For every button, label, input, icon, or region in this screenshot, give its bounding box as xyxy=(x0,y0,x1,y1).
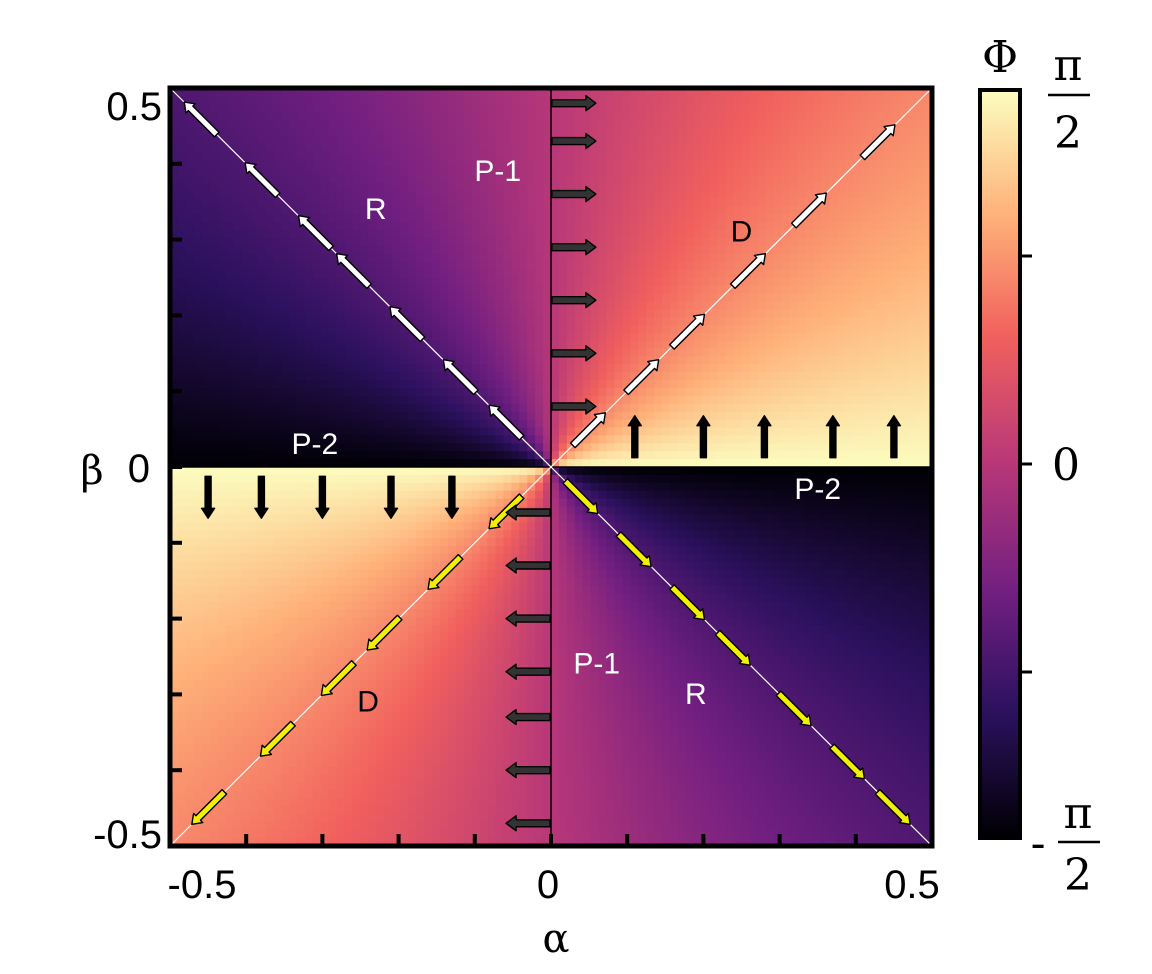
region-label: P-1 xyxy=(573,648,620,681)
flow-arrow xyxy=(183,101,220,138)
tick-labels: -0.5 0 0.5 0.5 0 -0.5 α β xyxy=(80,85,939,962)
flow-arrow xyxy=(442,359,479,396)
flow-arrow xyxy=(714,629,751,666)
flow-arrow xyxy=(505,610,551,627)
region-label: R xyxy=(685,678,707,711)
flow-arrow xyxy=(551,132,597,150)
flow-arrow xyxy=(551,94,597,112)
colorbar: Φ π 2 0 - π 2 xyxy=(978,32,1100,901)
flow-arrow xyxy=(790,192,828,229)
flow-arrow xyxy=(886,415,902,459)
region-label: D xyxy=(357,686,379,719)
flow-arrow xyxy=(200,475,216,519)
plot-frame xyxy=(167,85,935,849)
colorbar-title: Φ xyxy=(982,32,1018,83)
flow-arrow xyxy=(254,475,269,519)
x-tick-label-zero: 0 xyxy=(537,863,559,907)
flow-arrow xyxy=(825,415,841,459)
flow-arrow xyxy=(488,493,525,530)
colorbar-top-denominator: 2 xyxy=(1054,108,1082,159)
flow-arrow xyxy=(615,531,652,568)
colorbar-bottom-numerator: π xyxy=(1064,788,1093,839)
region-label: P-2 xyxy=(794,473,841,506)
flow-arrow xyxy=(505,504,551,521)
region-label: R xyxy=(365,193,387,226)
colorbar-middle-label: 0 xyxy=(1052,440,1080,491)
y-tick-label-top: 0.5 xyxy=(106,85,162,129)
colorbar-bottom-sign: - xyxy=(1031,818,1046,869)
flow-arrow xyxy=(505,663,551,680)
y-axis-label: β xyxy=(80,448,103,494)
flow-arrow xyxy=(191,788,228,826)
region-label: D xyxy=(731,216,753,249)
colorbar-bottom-denominator: 2 xyxy=(1064,850,1092,901)
region-label: P-2 xyxy=(291,428,338,461)
flow-arrow xyxy=(729,252,767,290)
y-tick-label-bottom: -0.5 xyxy=(93,813,162,857)
x-tick-label-pos: 0.5 xyxy=(884,863,940,907)
flow-arrow xyxy=(757,415,772,459)
colorbar-gradient xyxy=(978,88,1022,840)
flow-arrow xyxy=(696,415,711,459)
flow-arrow xyxy=(551,345,597,362)
flow-arrow xyxy=(505,762,551,779)
region-labels: R P-1 D P-2 P-2 P-1 R D xyxy=(291,155,841,719)
flow-arrow xyxy=(297,215,335,252)
flow-arrow xyxy=(668,584,706,621)
flow-arrow xyxy=(828,743,866,780)
flow-arrow xyxy=(315,475,330,519)
region-label: P-1 xyxy=(474,155,521,188)
colorbar-top-numerator: π xyxy=(1054,40,1083,91)
flow-arrow xyxy=(383,475,399,519)
flow-arrow xyxy=(505,557,551,574)
flow-arrow xyxy=(389,306,426,343)
flow-arrow xyxy=(562,478,599,515)
flow-arrow xyxy=(623,359,660,396)
flow-arrows xyxy=(183,94,911,832)
flow-arrow xyxy=(859,124,896,161)
flow-arrow xyxy=(874,788,911,826)
flow-arrow xyxy=(427,553,464,591)
flow-arrow xyxy=(775,690,812,727)
flow-arrow xyxy=(259,720,296,757)
flow-arrow xyxy=(569,412,607,449)
flow-arrow xyxy=(320,659,357,697)
flow-arrow xyxy=(551,398,597,415)
flow-arrow xyxy=(551,292,597,309)
flow-arrow xyxy=(488,404,525,441)
x-axis-label: α xyxy=(542,916,569,962)
flow-arrow xyxy=(627,415,642,459)
y-tick-label-zero: 0 xyxy=(128,447,150,491)
flow-arrow xyxy=(505,815,551,832)
x-tick-label-neg: -0.5 xyxy=(168,863,237,907)
flow-arrow xyxy=(551,238,597,256)
flow-arrow xyxy=(366,614,403,651)
flow-arrow xyxy=(335,252,373,290)
flow-arrow xyxy=(244,162,281,199)
flow-arrow xyxy=(505,708,551,726)
flow-arrow xyxy=(668,313,706,350)
flow-arrow xyxy=(551,185,597,203)
flow-arrow xyxy=(444,475,460,519)
